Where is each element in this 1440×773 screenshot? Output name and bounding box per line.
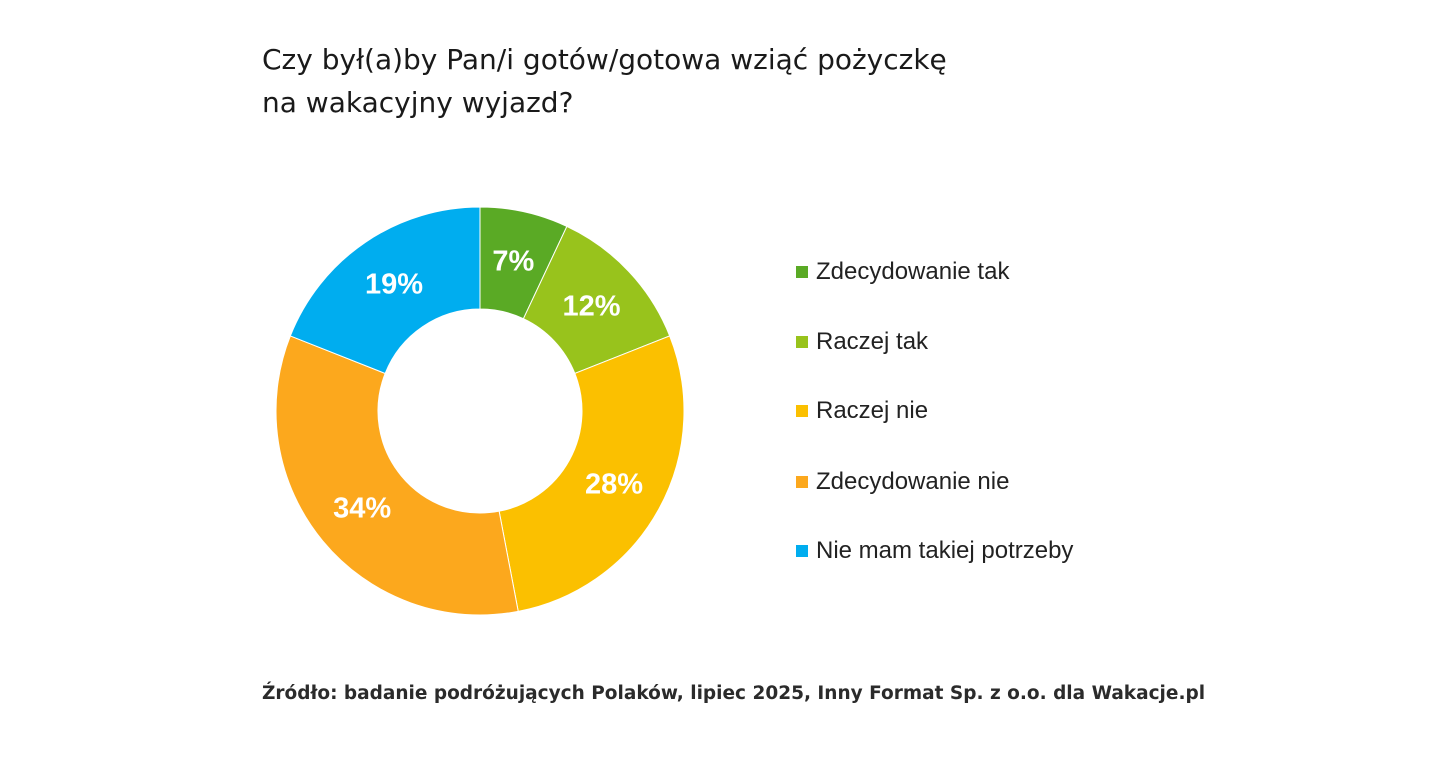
source-note: Źródło: badanie podróżujących Polaków, l… (262, 683, 1206, 704)
data-label-zdecydowanie-tak: 7% (492, 246, 534, 278)
legend-swatch-raczej-tak (796, 336, 808, 348)
legend-item-raczej-tak: Raczej tak (796, 328, 928, 356)
legend-item-zdecydowanie-tak: Zdecydowanie tak (796, 258, 1009, 286)
donut-slice-nie-mam-takiej-potrzeby (289, 206, 481, 375)
legend-label-raczej-tak: Raczej tak (816, 328, 929, 355)
donut-slice-raczej-nie (498, 335, 685, 612)
data-label-raczej-tak: 12% (563, 290, 621, 322)
legend-label-zdecydowanie-tak: Zdecydowanie tak (816, 258, 1010, 285)
legend-item-zdecydowanie-nie: Zdecydowanie nie (796, 468, 1009, 496)
chart-title-line-1: Czy był(a)by Pan/i gotów/gotowa wziąć po… (262, 43, 947, 76)
legend-label-raczej-nie: Raczej nie (816, 397, 929, 424)
legend-swatch-raczej-nie (796, 405, 808, 417)
chart-title: Czy był(a)by Pan/i gotów/gotowa wziąć po… (262, 38, 1162, 124)
data-label-nie-mam-takiej-potrzeby: 19% (365, 268, 423, 300)
data-label-raczej-nie: 28% (585, 469, 643, 501)
legend-swatch-nie-mam-takiej-potrzeby (796, 545, 808, 557)
chart-title-line-2: na wakacyjny wyjazd? (262, 86, 574, 119)
donut-slice-zdecydowanie-nie (275, 335, 519, 616)
legend-item-nie-mam-takiej-potrzeby: Nie mam takiej potrzeby (796, 537, 1073, 565)
legend-swatch-zdecydowanie-nie (796, 476, 808, 488)
legend-item-raczej-nie: Raczej nie (796, 397, 928, 425)
legend-label-zdecydowanie-nie: Zdecydowanie nie (816, 468, 1010, 495)
legend-swatch-zdecydowanie-tak (796, 266, 808, 278)
data-label-zdecydowanie-nie: 34% (333, 493, 391, 525)
legend-label-nie-mam-takiej-potrzeby: Nie mam takiej potrzeby (816, 537, 1074, 564)
